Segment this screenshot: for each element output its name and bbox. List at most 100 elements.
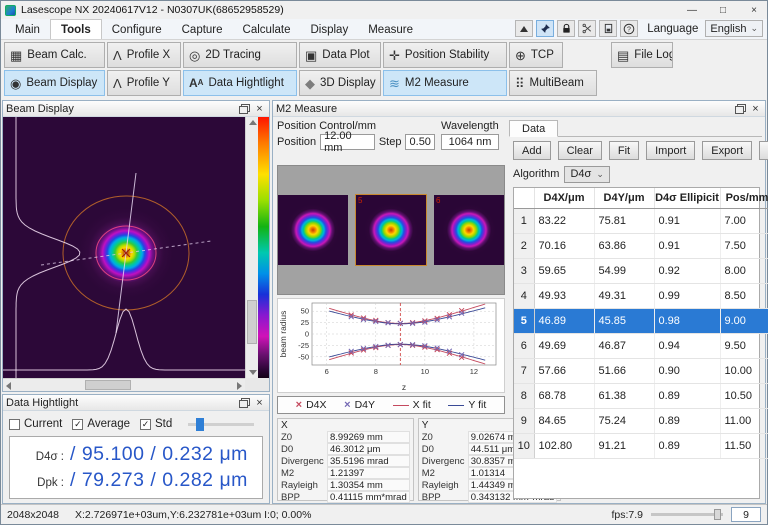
table-cell[interactable]: 49.69	[534, 333, 594, 358]
table-cell[interactable]: 45.85	[594, 308, 654, 333]
table-row[interactable]: 649.6946.870.949.50	[514, 333, 768, 358]
row-number-cell[interactable]: 5	[514, 308, 534, 333]
row-number-cell[interactable]: 9	[514, 408, 534, 433]
row-number-cell[interactable]: 4	[514, 283, 534, 308]
menu-item-measure[interactable]: Measure	[358, 19, 423, 39]
menu-item-capture[interactable]: Capture	[172, 19, 233, 39]
table-cell[interactable]: 59.65	[534, 258, 594, 283]
toolbar-button-3d-display[interactable]: ◆3D Display	[299, 70, 381, 96]
scroll-down-icon[interactable]	[249, 370, 257, 375]
toolbar-button-m2-measure[interactable]: ≋M2 Measure	[383, 70, 507, 96]
table-cell[interactable]: 9.50	[720, 333, 768, 358]
close-icon[interactable]: ×	[253, 102, 266, 115]
table-row[interactable]: 984.6575.240.8911.00	[514, 408, 768, 433]
row-number-cell[interactable]: 8	[514, 383, 534, 408]
beam-thumbnail-2[interactable]: 5	[356, 195, 426, 265]
table-cell[interactable]: 8.00	[720, 258, 768, 283]
table-header-d4y-m[interactable]: D4Y/μm	[594, 188, 654, 208]
table-cell[interactable]: 10.00	[720, 358, 768, 383]
add-button[interactable]: Add	[513, 141, 551, 160]
opacity-slider-thumb[interactable]	[196, 418, 204, 431]
toolbar-button-file-log[interactable]: ▤File Log	[611, 42, 673, 68]
export-button[interactable]: Export	[702, 141, 752, 160]
table-cell[interactable]: 83.22	[534, 208, 594, 233]
beam-thumbnail-3[interactable]: 6	[434, 195, 504, 265]
close-icon[interactable]: ×	[253, 396, 266, 409]
clear-button[interactable]: Clear	[558, 141, 602, 160]
table-cell[interactable]: 46.87	[594, 333, 654, 358]
table-cell[interactable]: 7.50	[720, 233, 768, 258]
table-cell[interactable]: 46.89	[534, 308, 594, 333]
table-cell[interactable]: 11.50	[720, 433, 768, 458]
checkbox-average[interactable]: ✓Average	[72, 418, 130, 430]
toolbar-button-beam-display[interactable]: ◉Beam Display	[4, 70, 105, 96]
toolbar-button-tcp[interactable]: ⊕TCP	[509, 42, 563, 68]
checkbox-box[interactable]	[9, 419, 20, 430]
help-icon[interactable]: ?	[620, 20, 638, 37]
toolbar-button-profile-y[interactable]: ΛProfile Y	[107, 70, 181, 96]
restore-icon[interactable]	[237, 397, 250, 409]
checkbox-box[interactable]: ✓	[140, 419, 151, 430]
toolbar-button-data-plot[interactable]: ▣Data Plot	[299, 42, 381, 68]
toolbar-button-profile-x[interactable]: ΛProfile X	[107, 42, 181, 68]
table-row[interactable]: 10102.8091.210.8911.50	[514, 433, 768, 458]
table-cell[interactable]: 0.91	[654, 233, 720, 258]
table-header-rownum[interactable]	[514, 188, 534, 208]
fit-button[interactable]: Fit	[609, 141, 639, 160]
report-button[interactable]: Report	[759, 141, 768, 160]
close-icon[interactable]: ×	[749, 102, 762, 115]
collapse-icon[interactable]	[515, 20, 533, 37]
table-cell[interactable]: 84.65	[534, 408, 594, 433]
toolbar-button-multibeam[interactable]: ⠿MultiBeam	[509, 70, 597, 96]
menu-item-configure[interactable]: Configure	[102, 19, 172, 39]
table-cell[interactable]: 49.93	[534, 283, 594, 308]
close-button[interactable]: ×	[741, 2, 767, 19]
table-cell[interactable]: 0.99	[654, 283, 720, 308]
opacity-slider[interactable]	[188, 423, 254, 426]
table-row[interactable]: 449.9349.310.998.50	[514, 283, 768, 308]
language-select[interactable]: English ⌄	[705, 20, 763, 37]
vertical-scrollbar[interactable]	[245, 117, 258, 378]
table-cell[interactable]: 0.92	[654, 258, 720, 283]
fps-slider-thumb[interactable]	[714, 509, 721, 520]
file-icon[interactable]	[599, 20, 617, 37]
checkbox-current[interactable]: Current	[9, 418, 62, 430]
beam-thumbnail-1[interactable]	[278, 195, 348, 265]
cut-icon[interactable]	[578, 20, 596, 37]
menu-item-main[interactable]: Main	[5, 19, 50, 39]
horizontal-scroll-thumb[interactable]	[85, 380, 131, 390]
maximize-button[interactable]: □	[710, 2, 736, 19]
table-cell[interactable]: 75.81	[594, 208, 654, 233]
restore-icon[interactable]	[733, 103, 746, 115]
scroll-up-icon[interactable]	[249, 120, 257, 125]
table-row[interactable]: 270.1663.860.917.50	[514, 233, 768, 258]
restore-icon[interactable]	[237, 103, 250, 115]
lock-icon[interactable]	[557, 20, 575, 37]
table-cell[interactable]: 0.89	[654, 408, 720, 433]
table-cell[interactable]: 8.50	[720, 283, 768, 308]
checkbox-std[interactable]: ✓Std	[140, 418, 172, 430]
menu-item-display[interactable]: Display	[301, 19, 359, 39]
row-number-cell[interactable]: 2	[514, 233, 534, 258]
algorithm-select[interactable]: D4σ ⌄	[564, 166, 609, 183]
menu-item-tools[interactable]: Tools	[50, 19, 102, 39]
table-cell[interactable]: 7.00	[720, 208, 768, 233]
table-cell[interactable]: 49.31	[594, 283, 654, 308]
table-header-pos-mm[interactable]: Pos/mm	[720, 188, 768, 208]
import-button[interactable]: Import	[646, 141, 695, 160]
table-cell[interactable]: 0.98	[654, 308, 720, 333]
fps-value-input[interactable]: 9	[731, 507, 761, 522]
fps-slider[interactable]	[651, 513, 723, 516]
toolbar-button-data-hightlight[interactable]: AAData Hightlight	[183, 70, 297, 96]
horizontal-scrollbar[interactable]	[3, 378, 245, 391]
table-row[interactable]: 546.8945.850.989.00	[514, 308, 768, 333]
table-cell[interactable]: 0.91	[654, 208, 720, 233]
table-header-d4-ellipicit[interactable]: D4σ Ellipicit	[654, 188, 720, 208]
table-cell[interactable]: 102.80	[534, 433, 594, 458]
row-number-cell[interactable]: 3	[514, 258, 534, 283]
table-cell[interactable]: 70.16	[534, 233, 594, 258]
table-cell[interactable]: 9.00	[720, 308, 768, 333]
toolbar-button-position-stability[interactable]: ✛Position Stability	[383, 42, 507, 68]
table-row[interactable]: 757.6651.660.9010.00	[514, 358, 768, 383]
tab-data[interactable]: Data	[509, 120, 558, 137]
